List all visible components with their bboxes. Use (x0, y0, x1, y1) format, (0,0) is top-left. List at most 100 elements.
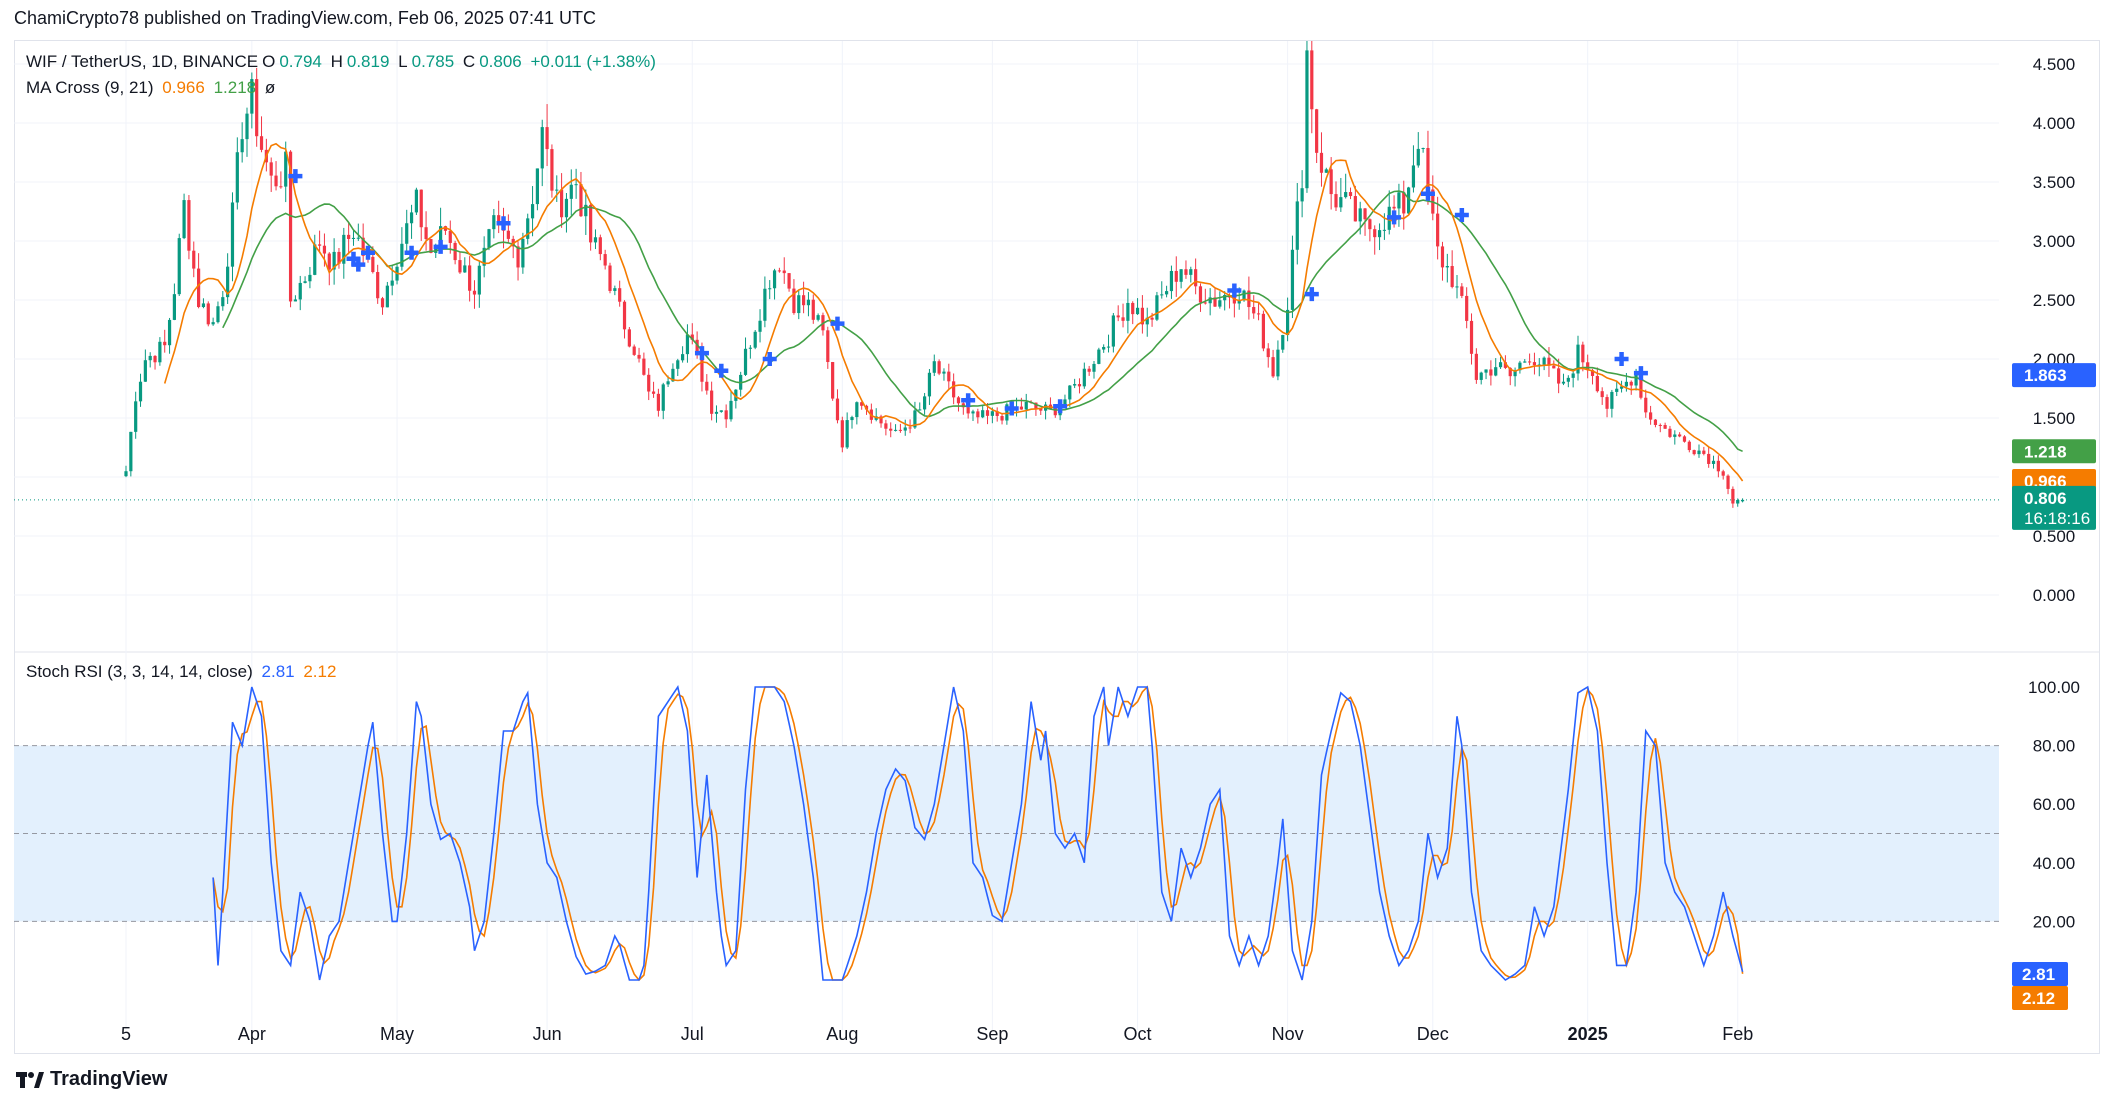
stoch-label[interactable]: Stoch RSI (3, 3, 14, 14, close) (26, 662, 253, 681)
candle-body (1295, 201, 1299, 250)
candle-body (966, 407, 970, 414)
candle-body (201, 303, 206, 308)
candle-body (1740, 499, 1745, 502)
candle-body (468, 265, 472, 291)
price-tag-value: 0.806 (2024, 489, 2067, 508)
ma-cross-marker (496, 216, 511, 231)
candle-body (453, 242, 457, 261)
candle-body (1140, 307, 1144, 325)
candle-body (1368, 219, 1372, 230)
candle-body (1121, 317, 1125, 321)
candle-body (1334, 194, 1338, 208)
candle-body (235, 152, 239, 203)
candle-body (835, 398, 840, 421)
candle-body (153, 355, 157, 363)
candle-body (482, 247, 486, 266)
candle-body (303, 281, 307, 283)
candle-body (1455, 286, 1459, 288)
candle-body (908, 427, 912, 429)
candle-body (923, 396, 927, 410)
candle-body (1489, 369, 1493, 376)
candle-body (1135, 307, 1140, 315)
candle-body (1600, 391, 1604, 398)
price-tick-label: 0.500 (2033, 527, 2076, 546)
stoch-legend[interactable]: Stoch RSI (3, 3, 14, 14, close) 2.81 2.1… (26, 662, 340, 682)
candle-body (1644, 397, 1648, 413)
time-axis[interactable]: 5 Apr May Jun Jul Aug Sep Oct Nov Dec 2025 Feb (121, 1024, 1753, 1044)
candle-body (889, 428, 893, 431)
candle-body (380, 298, 385, 308)
candle-body (1532, 362, 1537, 366)
candle-body (593, 237, 598, 243)
candle-body (1247, 290, 1251, 308)
candle-body (1678, 434, 1682, 437)
candle-body (506, 230, 510, 239)
candle-body (1169, 270, 1174, 292)
candle-body (782, 270, 786, 274)
candle-body (1566, 377, 1570, 382)
stoch-k-value: 2.81 (261, 662, 295, 681)
ma-cross-marker (1387, 210, 1402, 225)
candle-body (724, 410, 728, 420)
symbol-legend[interactable]: WIF / TetherUS, 1D, BINANCE O 0.794 H 0.819… (26, 52, 660, 72)
candle-body (705, 381, 709, 391)
candle-body (429, 239, 433, 253)
candle-body (574, 184, 578, 186)
candle-body (995, 411, 999, 417)
tradingview-footer[interactable]: TradingView (16, 1068, 167, 1091)
symbol-name[interactable]: WIF / TetherUS, 1D, BINANCE (26, 52, 259, 71)
candle-body (1145, 317, 1149, 325)
candle-body (1629, 381, 1633, 386)
price-tag (2012, 363, 2096, 388)
candle-body (1106, 346, 1111, 348)
ma-cross-marker (1053, 399, 1068, 414)
candle-body (400, 243, 404, 267)
candle-body (613, 288, 617, 291)
candle-body (361, 237, 365, 256)
candle-body (671, 368, 675, 382)
ma-cross-marker (351, 257, 366, 272)
candle-body (143, 360, 147, 382)
candle-body (1469, 320, 1474, 354)
price-tick-label: 0.000 (2033, 586, 2076, 605)
candle-body (1634, 371, 1638, 386)
candle-body (1581, 344, 1585, 363)
ma-label[interactable]: MA Cross (9, 21) (26, 78, 154, 97)
candle-body (206, 303, 210, 325)
price-tag (2012, 485, 2096, 530)
stoch-d-tag (2012, 986, 2068, 1010)
candle-body (1358, 208, 1362, 222)
candle-body (182, 200, 186, 239)
price-tag-countdown: 16:18:16 (2024, 509, 2090, 528)
candle-body (1426, 148, 1430, 190)
ma-legend[interactable]: MA Cross (9, 21) 0.966 1.218 ø (26, 78, 279, 98)
candle-body (424, 227, 428, 240)
candle-body (603, 254, 607, 266)
candle-body (1711, 460, 1716, 464)
candle-body (1382, 229, 1386, 231)
change-value: +0.011 (+1.38%) (530, 52, 656, 71)
candle-body (981, 410, 985, 418)
candle-body (385, 285, 389, 308)
candle-body (666, 381, 670, 385)
candle-body (439, 226, 443, 247)
candle-body (230, 202, 235, 267)
candle-body (1276, 349, 1280, 377)
candle-body (172, 294, 176, 320)
candle-body (661, 384, 665, 411)
candle-body (860, 402, 864, 406)
candle-body (1513, 370, 1517, 377)
stoch-axis[interactable]: 100.00 80.00 60.00 40.00 20.00 (2028, 678, 2080, 931)
stoch-tick-label: 100.00 (2028, 678, 2080, 697)
candle-body (932, 361, 936, 373)
open-value: 0.794 (279, 52, 322, 71)
candle-body (1353, 196, 1357, 222)
candle-body (627, 329, 631, 347)
ma-cross-marker (1454, 208, 1469, 223)
candle-body (1092, 363, 1096, 372)
candle-body (681, 354, 685, 361)
candle-body (690, 334, 694, 340)
candle-body (1595, 375, 1599, 392)
